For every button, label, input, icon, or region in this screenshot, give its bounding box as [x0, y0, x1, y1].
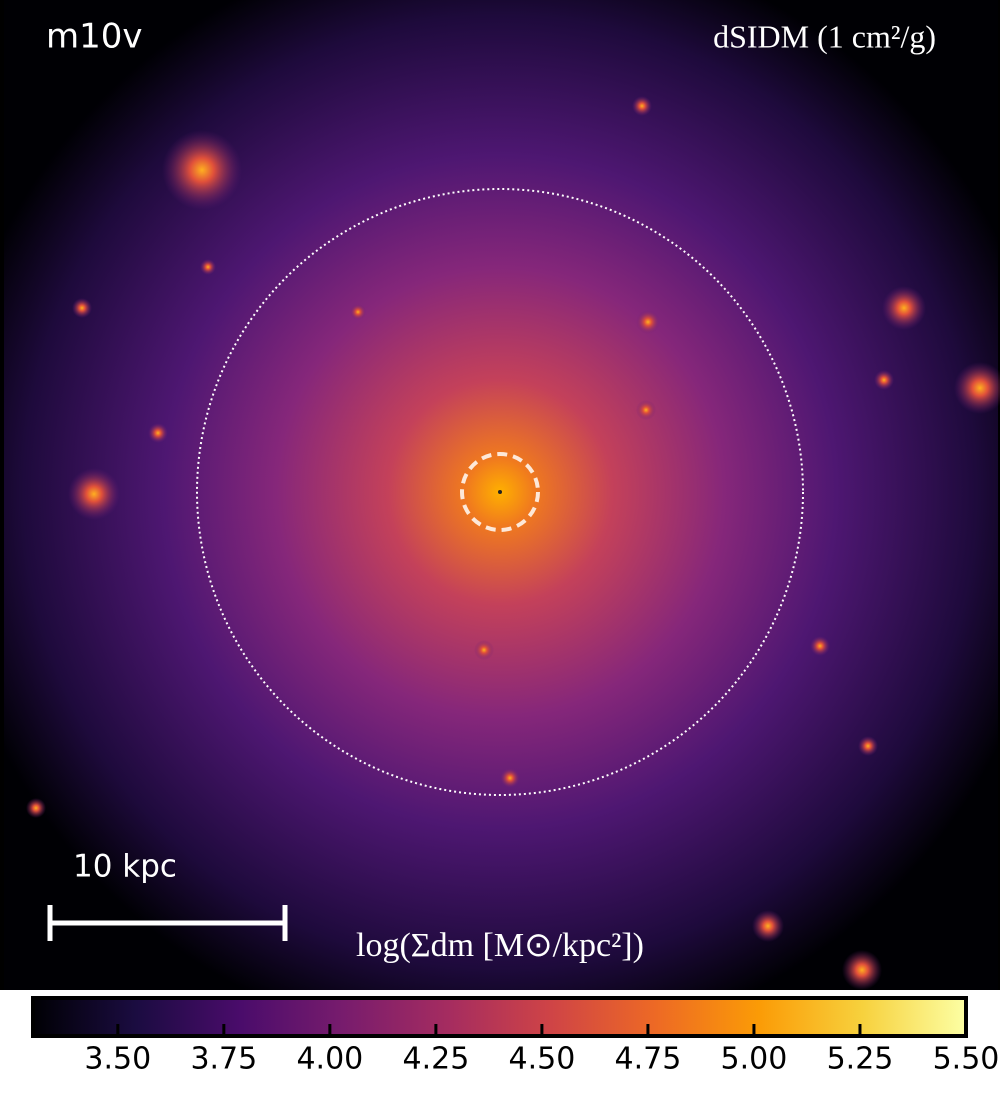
inner-radius-circle	[460, 452, 540, 532]
colorbar-tick-label: 4.25	[402, 1042, 469, 1077]
subhalos	[26, 96, 1000, 990]
scale-bar	[47, 905, 288, 941]
colorbar-tick-label: 4.00	[296, 1042, 363, 1077]
colorbar-tick-label: 5.50	[933, 1042, 1000, 1077]
colorbar	[31, 996, 968, 1038]
model-label: dSIDM (1 cm²/g)	[713, 18, 936, 54]
colorbar-tick-label: 3.50	[84, 1042, 151, 1077]
colorbar-tick-label: 4.50	[509, 1042, 576, 1077]
density-map	[4, 0, 998, 990]
colorbar-tick-label: 4.75	[615, 1042, 682, 1077]
colorbar-tick-label: 3.75	[190, 1042, 257, 1077]
center	[498, 490, 502, 494]
colorbar-tick-label: 5.25	[827, 1042, 894, 1077]
colorbar-label: log(Σdm [M⊙/kpc²])	[356, 927, 644, 964]
colorbar-tick-label: 5.00	[721, 1042, 788, 1077]
outer-radius-circle	[196, 188, 804, 796]
halo-name: m10v	[46, 17, 143, 57]
scale-bar-label: 10 kpc	[73, 849, 177, 885]
